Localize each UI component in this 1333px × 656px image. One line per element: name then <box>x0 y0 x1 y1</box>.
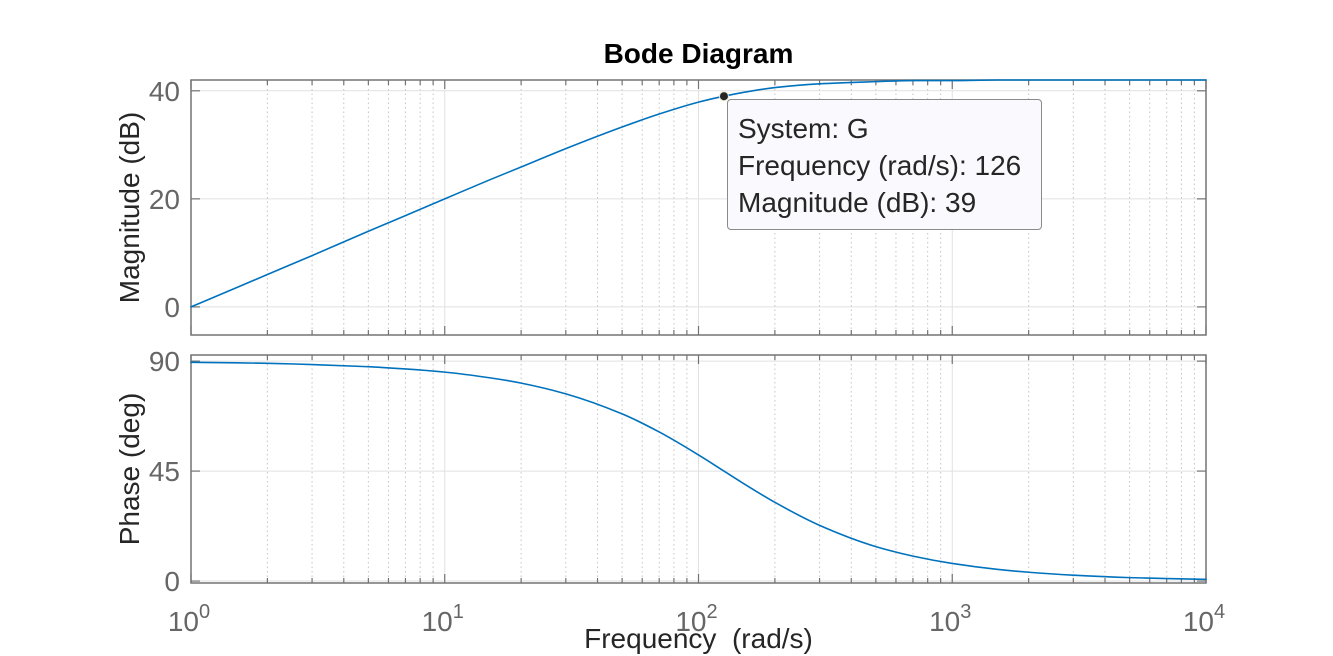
phase-y-tick-label: 0 <box>164 566 180 597</box>
x-tick-label-exponent: 4 <box>1214 601 1225 623</box>
x-tick-label-exponent: 1 <box>453 601 464 623</box>
magnitude-y-tick-label: 20 <box>149 184 180 215</box>
x-tick-label: 101 <box>422 601 464 637</box>
x-tick-label-base: 10 <box>929 606 960 637</box>
data-tip-magnitude-row: Magnitude (dB): 39 <box>738 184 1041 221</box>
data-tip-frequency-value: 126 <box>974 150 1022 181</box>
x-tick-label-base: 10 <box>168 606 199 637</box>
x-tick-label: 102 <box>675 601 717 637</box>
data-tip-frequency-row: Frequency (rad/s): 126 <box>738 147 1041 184</box>
x-tick-label-base: 10 <box>675 606 706 637</box>
data-tip-marker[interactable] <box>718 91 729 102</box>
phase-y-axis-label: Phase (deg) <box>114 393 145 546</box>
magnitude-y-axis-label: Magnitude (dB) <box>114 112 145 303</box>
data-tip-system-value: G <box>846 113 869 144</box>
phase-y-tick-label: 90 <box>149 346 180 377</box>
x-tick-label-base: 10 <box>422 606 453 637</box>
chart-title: Bode Diagram <box>604 38 794 69</box>
x-tick-label-base: 10 <box>1183 606 1214 637</box>
frequency-x-axis-label: Frequency (rad/s) <box>584 623 813 654</box>
x-tick-label-exponent: 0 <box>199 601 210 623</box>
data-tip-system-label: System: <box>738 113 840 144</box>
data-tip-magnitude-value: 39 <box>945 187 977 218</box>
data-tip-frequency-label: Frequency (rad/s): <box>738 150 967 181</box>
phase-line[interactable] <box>190 361 1207 581</box>
x-tick-label: 104 <box>1183 601 1225 637</box>
x-tick-label: 100 <box>168 601 210 637</box>
magnitude-axes: 0 20 40 <box>149 76 1207 336</box>
data-tip[interactable]: System: G Frequency (rad/s): 126 Magnitu… <box>727 99 1042 230</box>
phase-y-tick-label: 45 <box>149 456 180 487</box>
magnitude-y-tick-label: 40 <box>149 76 180 107</box>
magnitude-line[interactable] <box>190 79 1207 308</box>
x-tick-label: 103 <box>929 601 971 637</box>
x-tick-label-exponent: 3 <box>960 601 971 623</box>
data-tip-system-row: System: G <box>738 110 1041 147</box>
magnitude-y-tick-label: 0 <box>164 292 180 323</box>
data-tip-magnitude-label: Magnitude (dB): <box>738 187 938 218</box>
x-tick-label-exponent: 2 <box>707 601 718 623</box>
